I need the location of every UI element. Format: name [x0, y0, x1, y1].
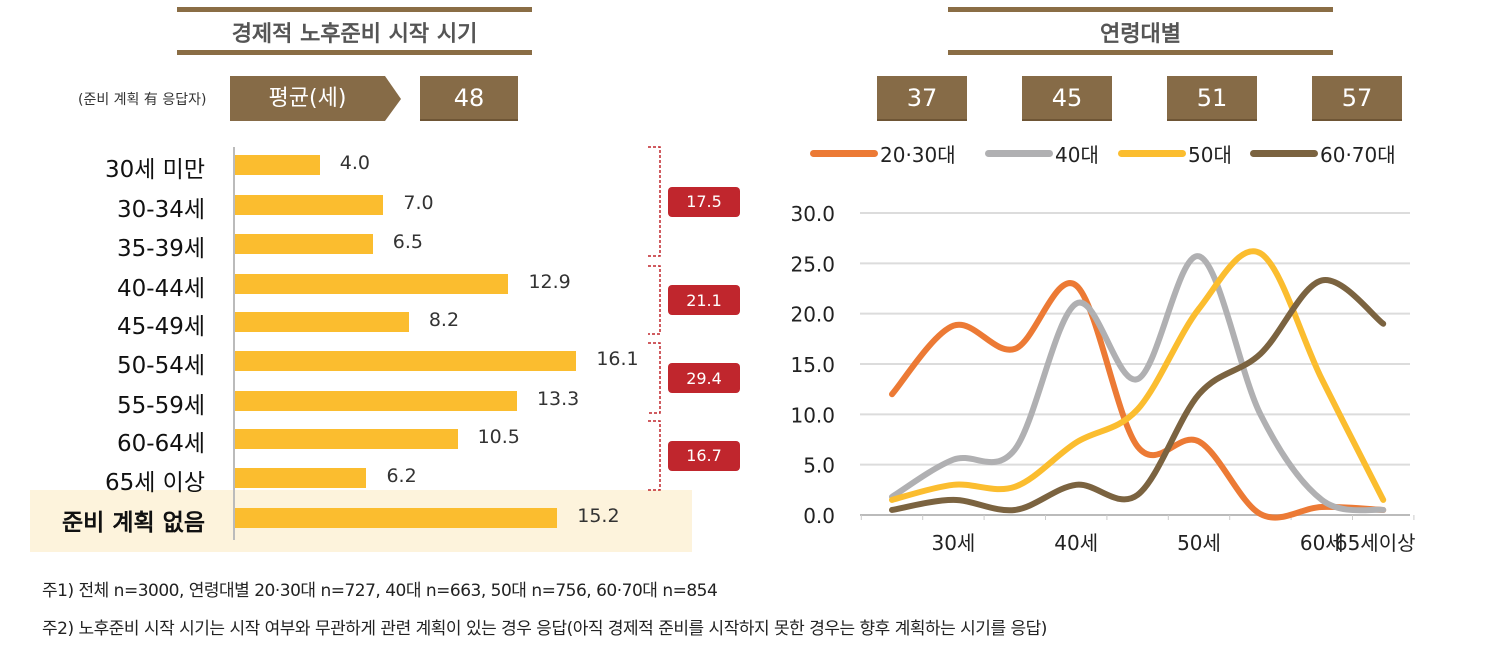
bar [235, 429, 458, 449]
legend-label: 40대 [1055, 143, 1099, 167]
bar [235, 274, 509, 294]
average-label: 평균(세) [268, 86, 347, 111]
bar-value-label: 4.0 [339, 152, 371, 174]
x-tick-label: 30세 [931, 531, 975, 555]
avg-box-20-30: 37 [877, 76, 967, 121]
bar-value-label: 12.9 [528, 271, 571, 293]
legend-swatch [1250, 150, 1318, 157]
bar-category-label: 30-34세 [117, 197, 205, 223]
avg-box-50: 51 [1167, 76, 1257, 121]
bar-value-label: 6.2 [386, 465, 417, 487]
y-tick-label: 10.0 [790, 403, 835, 427]
legend-item: 20·30대 [810, 139, 956, 168]
bar-value-label: 8.2 [428, 309, 460, 331]
legend-item: 50대 [1118, 139, 1232, 168]
average-value: 48 [420, 76, 518, 121]
left-title: 경제적 노후준비 시작 시기 [231, 22, 478, 47]
legend-label: 20·30대 [880, 143, 956, 167]
series-line [889, 253, 1387, 514]
bar-category-label: 65세 이상 [104, 470, 205, 496]
bar-category-label: 40-44세 [117, 276, 205, 302]
legend-item: 40대 [985, 139, 1099, 168]
bar-value-label: 7.0 [403, 192, 434, 214]
bar-value-label: 16.1 [596, 348, 639, 370]
y-tick-label: 30.0 [790, 202, 835, 226]
right-rule-bottom [948, 50, 1333, 55]
right-title: 연령대별 [1100, 22, 1181, 47]
avg-box-40: 45 [1022, 76, 1112, 121]
bar [235, 351, 577, 371]
x-tick-label: 50세 [1177, 531, 1221, 555]
title-rule-top [177, 7, 532, 12]
y-tick-label: 0.0 [803, 504, 835, 528]
footnote-2: 주2) 노후준비 시작 시기는 시작 여부와 무관하게 관련 계획이 있는 경우… [42, 619, 1047, 639]
group-total-badge: 29.4 [668, 363, 740, 393]
group-total-badge: 16.7 [668, 440, 740, 471]
bar-value-label: 10.5 [477, 426, 520, 448]
bar [235, 195, 384, 215]
series-line [889, 248, 1387, 503]
bar [235, 155, 320, 175]
group-bracket [648, 265, 661, 335]
footnote-1: 주1) 전체 n=3000, 연령대별 20·30대 n=727, 40대 n=… [42, 581, 718, 601]
bar-category-label: 50-54세 [117, 353, 205, 379]
legend-swatch [810, 150, 878, 157]
y-tick-label: 15.0 [790, 353, 835, 377]
bar-value-label: 15.2 [577, 505, 620, 527]
bar-value-label: 13.3 [536, 388, 580, 410]
group-bracket [648, 420, 661, 491]
legend-swatch [985, 150, 1053, 157]
legend-swatch [1118, 150, 1186, 157]
legend-item: 60·70대 [1250, 139, 1396, 168]
group-total-badge: 21.1 [668, 285, 740, 315]
x-tick-label: 60세 [1300, 531, 1344, 555]
right-rule-top [948, 7, 1333, 12]
x-tick-label: 65세이상 [1335, 531, 1416, 555]
bar [235, 234, 373, 254]
group-total-badge: 17.5 [668, 186, 740, 217]
bar [235, 468, 367, 488]
bar-value-label: 6.5 [392, 231, 424, 253]
y-tick-label: 20.0 [790, 303, 835, 327]
y-tick-label: 25.0 [790, 252, 835, 276]
bar-category-label: 55-59세 [117, 393, 205, 419]
y-tick-label: 5.0 [803, 454, 835, 478]
bar-category-label: 준비 계획 없음 [62, 510, 205, 536]
bar [235, 391, 517, 411]
group-bracket [648, 342, 661, 414]
group-bracket [648, 146, 661, 257]
bar-category-label: 45-49세 [117, 314, 205, 340]
bar-category-label: 60-64세 [117, 431, 205, 457]
average-label-arrow [230, 76, 401, 121]
bar [235, 312, 409, 332]
bar [235, 508, 558, 528]
legend-label: 60·70대 [1320, 143, 1396, 167]
respondent-note: (준비 계획 有 응답자) [78, 92, 207, 108]
title-rule-bottom [177, 50, 532, 55]
series-line [889, 277, 1387, 514]
bar-axis [233, 147, 235, 540]
avg-box-60-70: 57 [1312, 76, 1402, 121]
series-line [889, 280, 1387, 521]
bar-category-label: 35-39세 [117, 236, 205, 262]
legend-label: 50대 [1188, 143, 1232, 167]
x-tick-label: 40세 [1054, 531, 1098, 555]
bar-category-label: 30세 미만 [104, 157, 205, 183]
